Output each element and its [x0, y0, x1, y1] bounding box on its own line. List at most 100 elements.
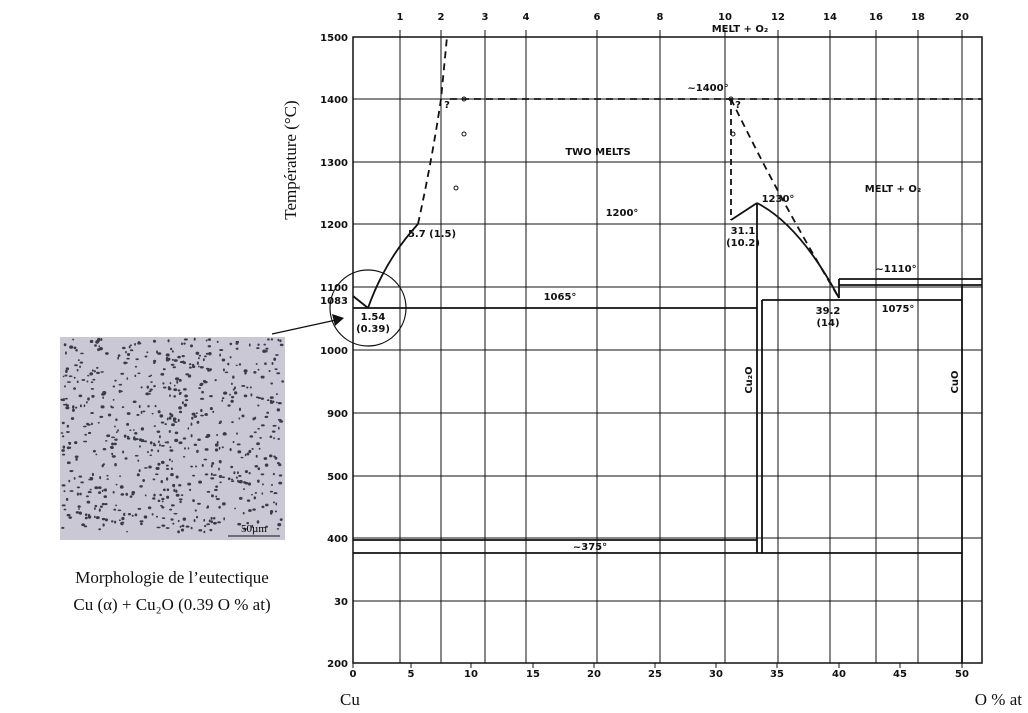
particle: [162, 386, 167, 389]
particle: [139, 445, 141, 448]
particle: [69, 469, 74, 473]
particle: [232, 440, 235, 444]
particle: [192, 499, 195, 503]
particle: [207, 338, 211, 341]
particle: [177, 530, 180, 534]
particle: [147, 405, 150, 408]
particle: [171, 358, 174, 361]
particle: [193, 415, 198, 418]
particle: [77, 505, 81, 508]
particle: [216, 340, 219, 343]
particle: [161, 517, 166, 520]
particle: [236, 347, 239, 350]
particle: [146, 385, 149, 389]
particle: [165, 356, 169, 360]
liquidus: [730, 202, 758, 221]
particle: [120, 493, 125, 496]
particle: [162, 368, 166, 371]
particle: [111, 442, 115, 446]
annotation: 1065°: [544, 292, 577, 303]
annotation: ~375°: [573, 542, 607, 553]
particle: [175, 475, 179, 479]
particle: [210, 516, 213, 520]
particle: [152, 444, 157, 447]
particle: [114, 425, 116, 428]
particle: [202, 379, 207, 383]
particle: [76, 486, 81, 489]
particle: [140, 438, 145, 443]
particle: [236, 471, 239, 475]
particle: [235, 340, 240, 344]
particle: [194, 509, 197, 512]
particle: [111, 452, 114, 456]
particle: [237, 450, 242, 454]
particle: [115, 431, 118, 434]
particle: [111, 436, 116, 439]
x-top-tick-label: 6: [594, 12, 601, 23]
particle: [129, 344, 132, 347]
particle: [75, 348, 78, 352]
particle: [257, 397, 262, 399]
particle: [72, 405, 75, 409]
particle: [218, 475, 223, 478]
particle: [184, 394, 188, 398]
particle: [212, 474, 217, 476]
particle: [127, 513, 132, 516]
particle: [134, 513, 138, 517]
particle: [277, 522, 282, 527]
particle: [126, 422, 130, 426]
particle: [230, 480, 235, 483]
particle: [196, 361, 199, 365]
particle: [136, 473, 140, 477]
annotation: (10.2): [726, 238, 760, 249]
particle: [260, 424, 265, 427]
y-tick-label: 1100: [320, 283, 348, 294]
particle: [131, 491, 136, 494]
particle: [256, 520, 260, 524]
particle: [191, 416, 194, 420]
particle: [174, 431, 179, 435]
particle: [146, 450, 149, 454]
particle: [168, 458, 171, 461]
particle: [136, 413, 140, 417]
particle: [265, 349, 268, 353]
particle: [89, 488, 92, 491]
particle: [251, 493, 253, 496]
particle: [196, 449, 199, 454]
particle: [263, 343, 266, 346]
particle: [125, 350, 127, 354]
particle: [198, 365, 200, 368]
particle: [193, 337, 196, 341]
particle: [89, 476, 92, 479]
particle: [160, 421, 165, 424]
particle: [210, 477, 215, 480]
micrograph-particles: [60, 337, 284, 534]
particle: [269, 396, 274, 399]
particle: [278, 474, 283, 477]
x-tick-label: 0: [350, 669, 357, 680]
particle: [248, 343, 251, 347]
particle: [123, 512, 126, 516]
particle: [247, 482, 252, 486]
particle: [126, 412, 131, 415]
particle: [254, 464, 259, 468]
particle: [72, 338, 75, 341]
particle: [219, 349, 224, 352]
x-tick-label: 40: [832, 669, 846, 680]
particle: [138, 404, 141, 409]
particle: [277, 402, 282, 405]
particle: [173, 488, 176, 492]
particle: [207, 369, 211, 372]
particle: [221, 397, 225, 400]
x-tick-label: 35: [770, 669, 784, 680]
particle: [206, 490, 211, 493]
particle: [270, 511, 273, 515]
particle: [73, 387, 76, 390]
particle: [122, 346, 126, 350]
particle: [144, 494, 147, 497]
particle: [279, 343, 284, 347]
particle: [115, 438, 118, 441]
particle: [87, 397, 90, 401]
particle: [229, 356, 232, 359]
particle: [203, 518, 206, 522]
